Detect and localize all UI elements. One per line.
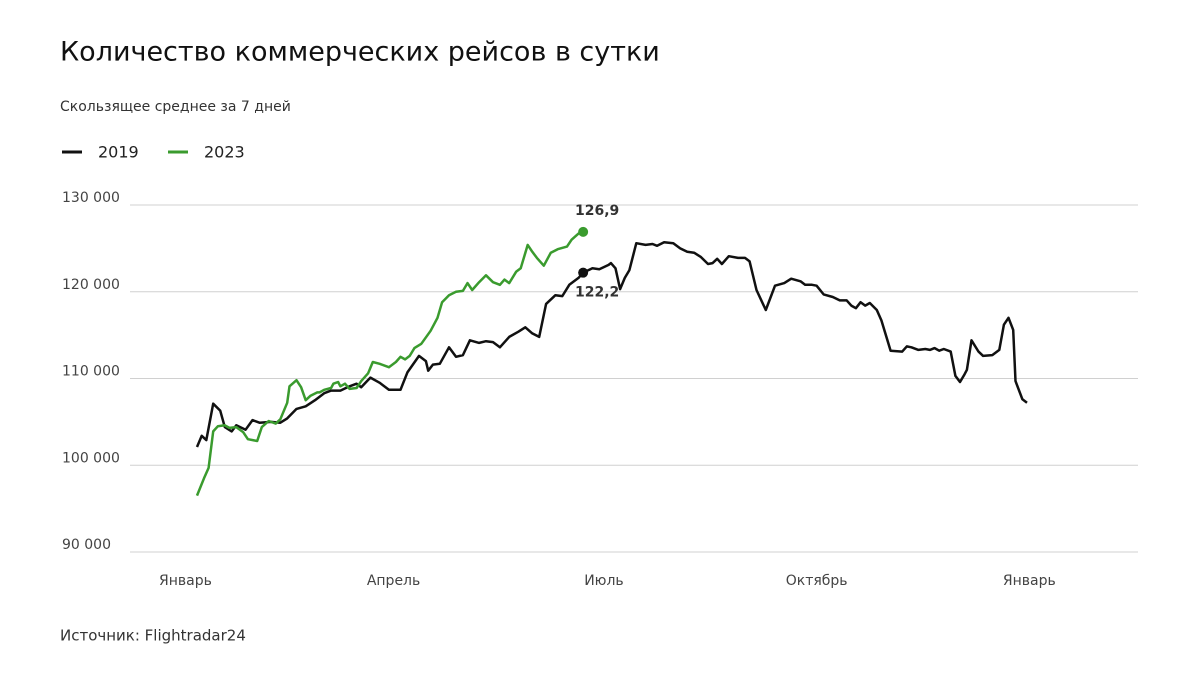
source: Источник: Flightradar24: [60, 627, 246, 645]
annotation-label: 122,2: [575, 285, 619, 301]
y-tick-label: 90 000: [62, 537, 111, 553]
annotation-label: 126,9: [575, 203, 619, 219]
y-tick-label: 130 000: [62, 190, 120, 206]
line-series: [195, 230, 584, 497]
x-tick-label: Апрель: [367, 573, 420, 589]
chart-title: Количество коммерческих рейсов в сутки: [60, 37, 660, 68]
legend-label: 2019: [98, 143, 139, 162]
line-series: [195, 241, 1028, 448]
y-tick-label: 100 000: [62, 450, 120, 466]
x-tick-label: Октябрь: [786, 573, 848, 589]
end-marker: [578, 226, 589, 237]
y-tick-label: 120 000: [62, 277, 120, 293]
x-tick-label: Июль: [584, 573, 623, 589]
x-tick-label: Январь: [159, 573, 212, 589]
end-marker: [578, 267, 589, 278]
x-tick-label: Январь: [1003, 573, 1056, 589]
legend-label: 2023: [204, 143, 245, 162]
y-tick-label: 110 000: [62, 364, 120, 380]
chart-subtitle: Скользящее среднее за 7 дней: [60, 99, 291, 115]
